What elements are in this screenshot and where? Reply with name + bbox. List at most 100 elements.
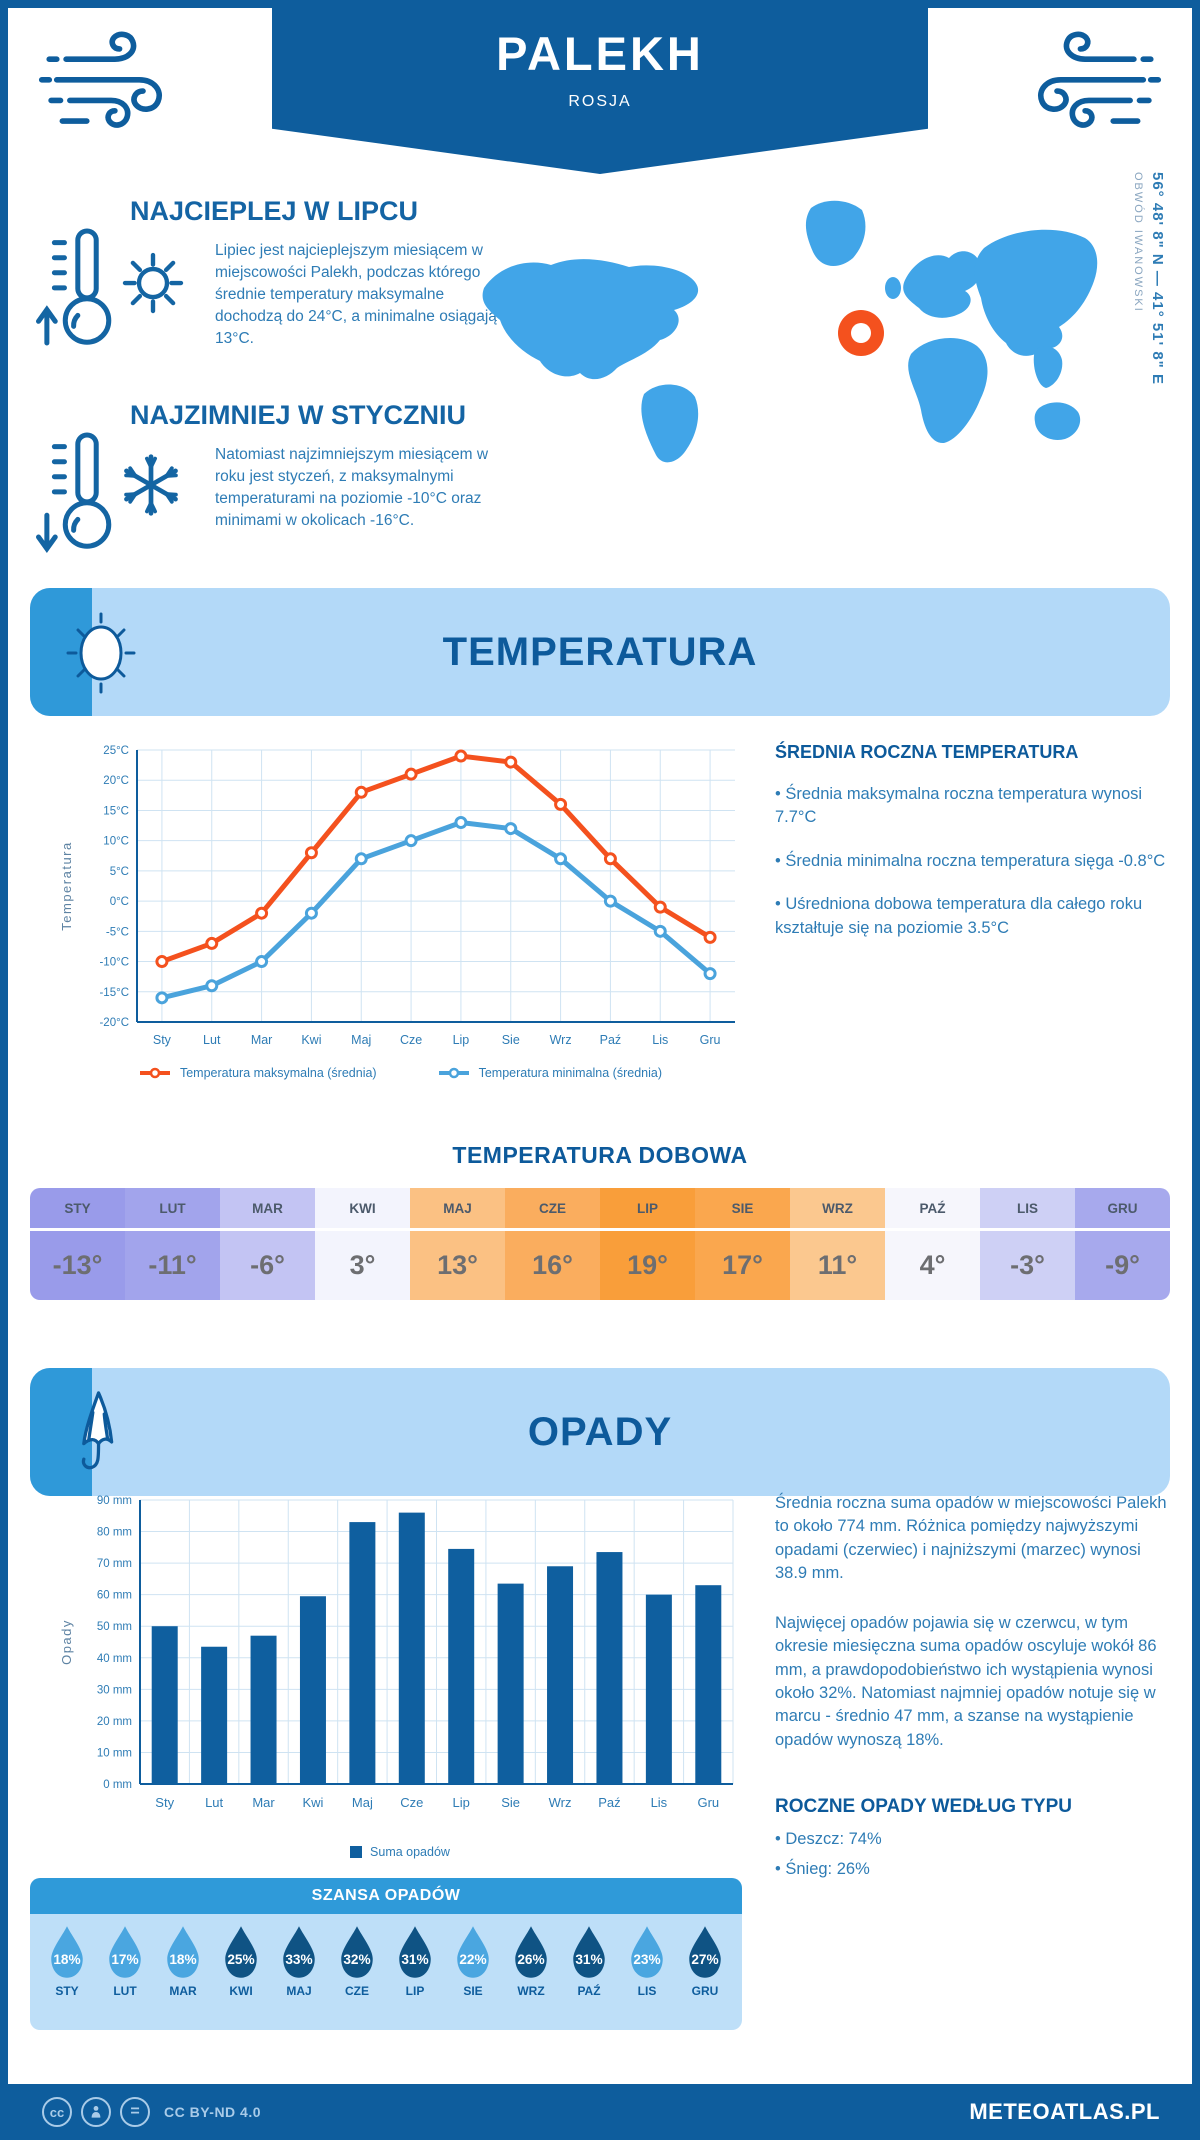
daily-temp-value: 11° [817, 1250, 858, 1280]
svg-text:Maj: Maj [351, 1033, 371, 1047]
daily-cell: LIP 19° [600, 1188, 695, 1300]
svg-text:Cze: Cze [400, 1033, 422, 1047]
umbrella-icon [81, 1391, 114, 1470]
svg-text:Lis: Lis [651, 1795, 668, 1810]
rain-chance-cell: 26% WRZ [505, 1914, 557, 2030]
coldest-heading: NAJZIMNIEJ W STYCZNIU [130, 400, 467, 430]
coordinates-label: 56° 48' 8" N — 41° 51' 8" E [1149, 172, 1166, 385]
map-asia [974, 229, 1098, 356]
droplet-month-label: LIS [637, 1984, 657, 1998]
data-point [155, 991, 169, 1005]
precipitation-paragraph: Średnia roczna suma opadów w miejscowośc… [775, 1494, 1167, 1583]
daily-temperature-table: STY -13° LUT -11° MAR -6° KWI 3° MAJ 13° CZE 16° LIP… [30, 1188, 1170, 1300]
data-point [354, 785, 368, 799]
svg-text:31%: 31% [575, 1952, 602, 1967]
warmest-text: Lipiec jest najcieplejszym miesiącem w m… [215, 242, 497, 347]
daily-temp-value: 17° [722, 1250, 763, 1280]
svg-text:10°C: 10°C [103, 836, 129, 848]
cc-icon: cc [42, 2097, 72, 2127]
daily-month-label: LUT [125, 1188, 220, 1231]
banner-accent [30, 1368, 92, 1496]
svg-text:Kwi: Kwi [302, 1795, 323, 1810]
rain-type-bullet: • Deszcz: 74% [775, 1830, 882, 1849]
svg-text:Cze: Cze [400, 1795, 423, 1810]
svg-text:Kwi: Kwi [301, 1033, 321, 1047]
bar [250, 1635, 277, 1784]
daily-cell: LIS -3° [980, 1188, 1075, 1300]
rain-chance-cell: 22% SIE [447, 1914, 499, 2030]
thermometer-down-icon [36, 432, 112, 554]
data-point [404, 767, 418, 781]
droplet-icon: 18% [167, 1926, 199, 1978]
coldest-text: Natomiast najzimniejszym miesiącem w rok… [215, 446, 489, 529]
bar [596, 1552, 623, 1784]
rain-type-bullet: • Śnieg: 26% [775, 1859, 870, 1878]
svg-text:Paź: Paź [600, 1033, 622, 1047]
bar [201, 1646, 228, 1784]
svg-text:0 mm: 0 mm [103, 1779, 132, 1791]
rain-chance-cell: 31% PAŹ [563, 1914, 615, 2030]
svg-text:23%: 23% [633, 1952, 660, 1967]
daily-month-label: KWI [315, 1188, 410, 1231]
droplet-icon: 27% [689, 1926, 721, 1978]
daily-month-label: LIS [980, 1188, 1075, 1231]
temperature-chart: -20°C -15°C -10°C -5°C 0°C 5°C 10°C 15°C 20°C 25°… [59, 745, 735, 1047]
svg-text:40 mm: 40 mm [97, 1653, 132, 1665]
footer: cc = CC BY-ND 4.0 METEOATLAS.PL [0, 2084, 1200, 2140]
rain-chance-cell: 18% MAR [157, 1914, 209, 2030]
data-point [354, 852, 368, 866]
daily-month-label: PAŹ [885, 1188, 980, 1231]
rain-chance-cell: 17% LUT [99, 1914, 151, 2030]
daily-month-label: MAR [220, 1188, 315, 1231]
svg-text:Sty: Sty [155, 1795, 174, 1810]
droplet-month-label: CZE [345, 1984, 369, 1998]
series-line-1 [159, 820, 713, 1001]
data-point [404, 834, 418, 848]
svg-text:10 mm: 10 mm [97, 1747, 132, 1759]
thermometer-up-icon [36, 228, 112, 346]
cc-nd-icon: = [120, 2097, 150, 2127]
daily-cell: GRU -9° [1075, 1188, 1170, 1300]
coordinates-block: 56° 48' 8" N — 41° 51' 8" E OBWÓD IWANOW… [1132, 172, 1166, 472]
world-map [482, 200, 1098, 463]
temperature-chart-legend: Temperatura maksymalna (średnia) Temperat… [55, 1066, 745, 1080]
svg-text:Gru: Gru [697, 1795, 719, 1810]
svg-text:18%: 18% [169, 1952, 196, 1967]
data-point [603, 852, 617, 866]
daily-month-label: GRU [1075, 1188, 1170, 1231]
data-point [653, 924, 667, 938]
bar [398, 1512, 425, 1784]
svg-text:25°C: 25°C [103, 745, 129, 757]
svg-text:Mar: Mar [252, 1795, 275, 1810]
svg-text:32%: 32% [343, 1952, 370, 1967]
bar [695, 1585, 722, 1784]
rain-chance-cell: 18% STY [41, 1914, 93, 2030]
data-point [504, 755, 518, 769]
data-point [603, 894, 617, 908]
data-point [205, 979, 219, 993]
map-africa [908, 338, 988, 444]
svg-text:Opady: Opady [59, 1619, 74, 1665]
data-point [454, 816, 468, 830]
wind-icon [1038, 31, 1162, 128]
daily-cell: CZE 16° [505, 1188, 600, 1300]
droplet-month-label: KWI [229, 1984, 253, 1998]
svg-text:50 mm: 50 mm [97, 1621, 132, 1633]
droplet-icon: 23% [631, 1926, 663, 1978]
data-point [304, 906, 318, 920]
data-point [205, 936, 219, 950]
precipitation-banner: OPADY [30, 1368, 1170, 1496]
svg-text:33%: 33% [285, 1952, 312, 1967]
precipitation-banner-title: OPADY [527, 1410, 673, 1454]
temperature-banner: TEMPERATURA [30, 588, 1170, 716]
page-title: PALEKH [496, 27, 704, 80]
precipitation-paragraph: Najwięcej opadów pojawia się w czerwcu, … [775, 1613, 1157, 1749]
map-europe [903, 251, 982, 318]
map-greenland [805, 200, 866, 267]
daily-temp-value: 19° [627, 1250, 668, 1280]
cc-license-icons: cc = [42, 2097, 150, 2127]
svg-text:30 mm: 30 mm [97, 1684, 132, 1696]
legend-item: Temperatura maksymalna (średnia) [138, 1066, 377, 1080]
map-south-america [641, 384, 699, 463]
